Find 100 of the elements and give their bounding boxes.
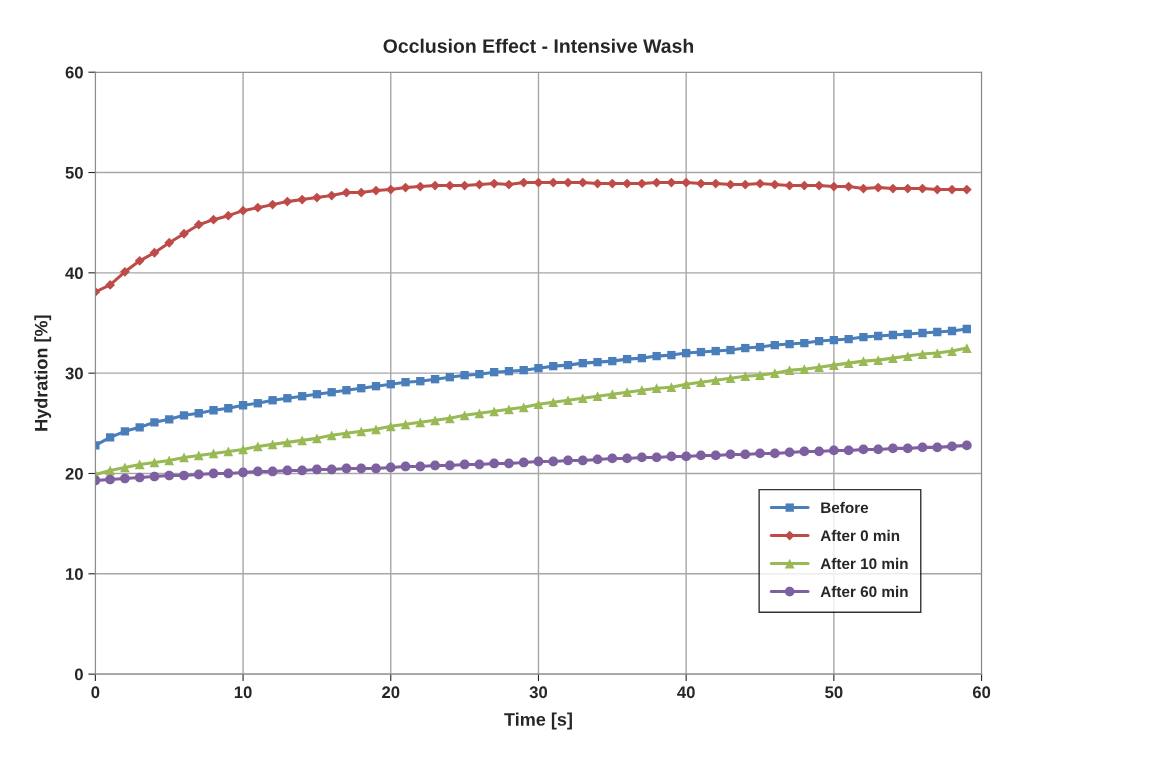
point <box>150 418 159 427</box>
point <box>918 328 927 338</box>
point <box>622 354 632 364</box>
point <box>238 205 248 216</box>
point <box>504 366 514 376</box>
point <box>342 386 351 395</box>
point <box>859 332 868 342</box>
point <box>164 237 175 248</box>
point <box>888 443 898 454</box>
point <box>549 361 558 371</box>
point <box>681 177 692 188</box>
point <box>696 450 706 461</box>
x-tick-label: 20 <box>382 686 400 699</box>
point <box>947 326 957 336</box>
point <box>962 324 971 334</box>
point <box>401 378 410 387</box>
legend-label: After 60 min <box>820 585 908 598</box>
point <box>829 445 839 456</box>
point <box>430 415 440 426</box>
point <box>341 463 352 474</box>
point <box>725 373 736 384</box>
point <box>474 459 485 470</box>
x-tick-label: 50 <box>825 686 843 699</box>
point <box>829 360 839 370</box>
point <box>312 192 322 203</box>
point <box>577 393 588 404</box>
point <box>357 384 366 393</box>
y-tick-label: 20 <box>65 467 83 480</box>
point <box>888 330 898 340</box>
point <box>607 389 618 400</box>
point <box>297 435 308 446</box>
point <box>282 437 293 448</box>
point <box>844 334 853 344</box>
point <box>252 441 263 452</box>
point <box>563 177 573 188</box>
point <box>622 387 632 398</box>
point <box>489 458 500 469</box>
point <box>312 464 322 475</box>
point <box>327 388 336 397</box>
point <box>873 444 884 455</box>
point <box>563 360 573 370</box>
point <box>223 446 234 457</box>
point <box>445 373 455 382</box>
point <box>297 392 307 401</box>
point <box>710 450 721 461</box>
point <box>416 377 425 386</box>
point <box>519 365 528 375</box>
point <box>607 453 618 464</box>
point <box>682 348 691 358</box>
point <box>858 444 869 455</box>
point <box>179 470 189 481</box>
point <box>784 447 795 458</box>
y-tick-label: 30 <box>65 367 83 380</box>
point <box>253 399 262 408</box>
point <box>932 442 943 453</box>
point <box>917 442 928 453</box>
point <box>533 399 544 410</box>
point <box>504 404 514 415</box>
point <box>755 448 765 459</box>
point <box>371 382 381 391</box>
point <box>135 423 144 432</box>
point <box>238 401 248 410</box>
point <box>385 184 396 195</box>
point <box>917 349 928 359</box>
point <box>518 457 529 468</box>
point <box>415 461 426 472</box>
point <box>563 395 573 406</box>
point <box>681 451 692 462</box>
point <box>267 466 278 477</box>
point <box>356 463 367 474</box>
point <box>134 255 145 266</box>
point <box>534 363 543 373</box>
point <box>755 342 765 352</box>
point <box>592 454 603 465</box>
x-axis-title: Time [s] <box>504 712 572 730</box>
point <box>149 247 160 258</box>
point <box>903 329 912 339</box>
point <box>283 394 292 403</box>
point <box>179 411 189 420</box>
point <box>563 455 573 466</box>
point <box>120 462 130 473</box>
point <box>179 228 189 239</box>
y-tick-label: 50 <box>65 166 83 179</box>
point <box>223 210 234 221</box>
point <box>385 462 396 473</box>
point <box>784 365 795 376</box>
point <box>430 460 440 471</box>
point <box>578 358 587 368</box>
point <box>858 356 869 366</box>
y-tick-label: 10 <box>66 568 83 580</box>
x-tick-label: 10 <box>234 686 252 699</box>
point <box>134 459 145 470</box>
point <box>947 346 957 356</box>
point <box>326 430 337 441</box>
point <box>149 471 160 482</box>
point <box>386 380 395 389</box>
point <box>666 451 677 462</box>
x-tick-label: 60 <box>972 686 991 699</box>
point <box>489 178 500 189</box>
point <box>814 362 824 372</box>
